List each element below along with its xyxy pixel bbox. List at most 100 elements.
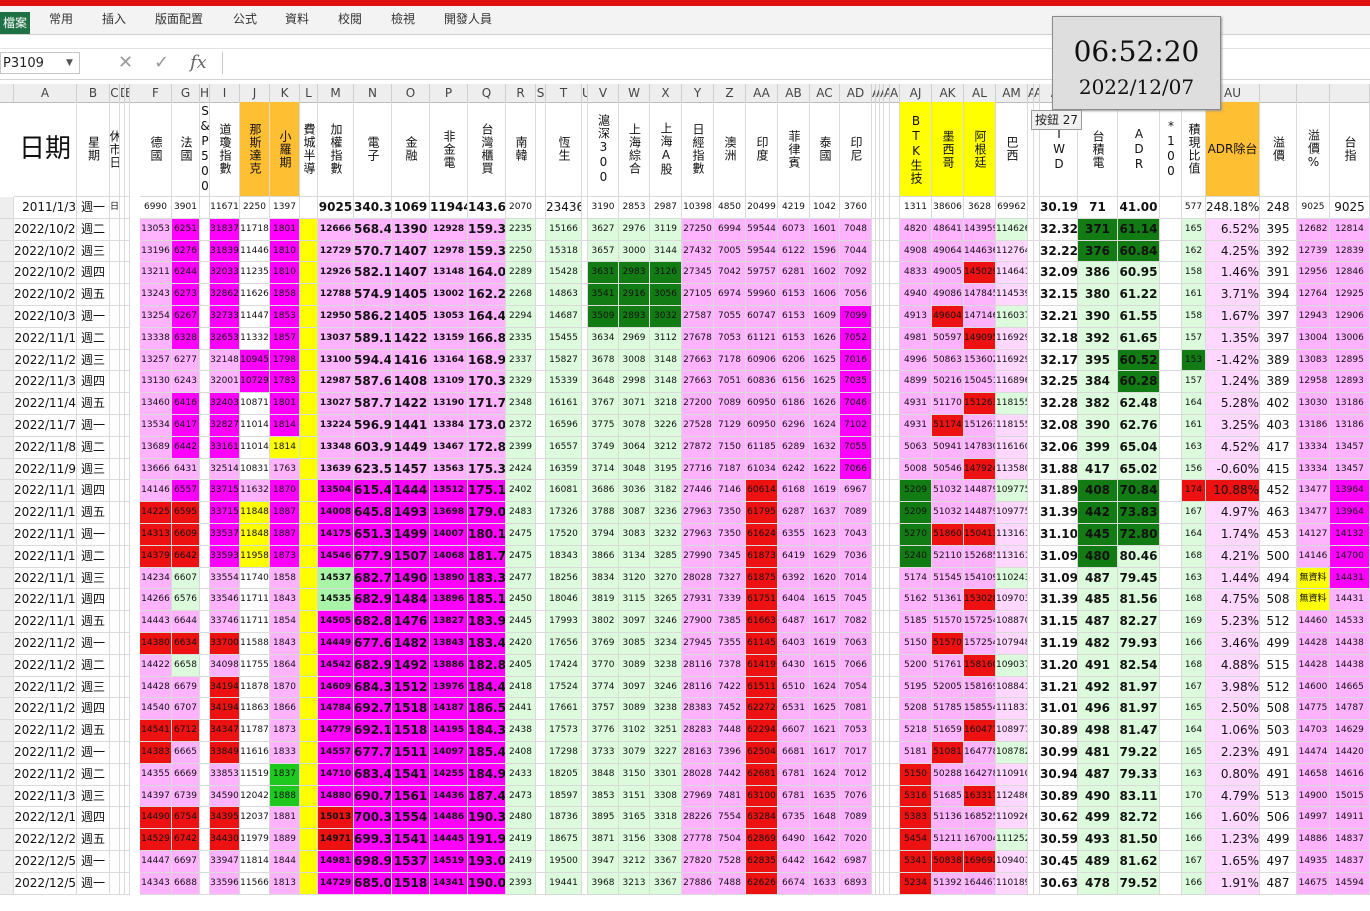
data-cell[interactable]: 16081: [546, 480, 582, 503]
data-cell[interactable]: 108782: [996, 742, 1028, 764]
data-cell[interactable]: 168: [1182, 545, 1206, 568]
data-cell[interactable]: 1.67%: [1206, 306, 1260, 328]
data-cell[interactable]: 51136: [932, 807, 964, 830]
data-cell[interactable]: 1617: [810, 742, 840, 764]
data-cell[interactable]: [876, 633, 880, 655]
data-cell[interactable]: 83.11: [1118, 785, 1160, 808]
data-cell[interactable]: [872, 284, 876, 306]
data-cell[interactable]: 2969: [619, 327, 650, 350]
data-cell[interactable]: [1028, 349, 1034, 372]
weekday-cell[interactable]: 週三: [77, 676, 110, 699]
data-cell[interactable]: [536, 393, 546, 415]
data-cell[interactable]: [1160, 742, 1182, 764]
column-header-ac[interactable]: AC: [810, 84, 840, 102]
data-cell[interactable]: 27105: [682, 284, 714, 306]
data-cell[interactable]: [1028, 829, 1034, 851]
data-cell[interactable]: 7422: [714, 676, 746, 699]
data-cell[interactable]: [884, 545, 890, 568]
data-cell[interactable]: 61.55: [1118, 306, 1160, 328]
data-cell[interactable]: 3947: [588, 851, 619, 873]
data-cell[interactable]: 13164: [430, 349, 468, 372]
data-cell[interactable]: [582, 284, 588, 306]
data-cell[interactable]: [200, 306, 210, 328]
data-cell[interactable]: 3212: [619, 851, 650, 873]
column-header-g[interactable]: G: [172, 84, 200, 102]
data-cell[interactable]: [1160, 698, 1182, 721]
data-cell[interactable]: 1408: [392, 371, 430, 394]
data-cell[interactable]: 4899: [900, 371, 932, 394]
data-cell[interactable]: 13243: [140, 284, 172, 306]
data-cell[interactable]: 無資料: [1297, 589, 1330, 612]
data-cell[interactable]: [300, 436, 318, 459]
data-cell[interactable]: 380: [1078, 284, 1118, 306]
data-cell[interactable]: 168: [1182, 654, 1206, 677]
data-cell[interactable]: 14505: [318, 611, 354, 633]
data-cell[interactable]: 32.21: [1040, 306, 1078, 328]
data-cell[interactable]: 32.22: [1040, 240, 1078, 263]
data-cell[interactable]: [872, 698, 876, 721]
data-cell[interactable]: [1028, 589, 1034, 612]
weekday-cell[interactable]: 週五: [77, 284, 110, 306]
data-cell[interactable]: [110, 654, 120, 677]
data-cell[interactable]: 485: [1078, 589, 1118, 612]
header-cell-32[interactable]: [880, 102, 884, 197]
data-cell[interactable]: 34430: [210, 829, 240, 851]
data-cell[interactable]: [884, 567, 890, 590]
data-cell[interactable]: 156: [1182, 458, 1206, 481]
data-cell[interactable]: [880, 197, 884, 219]
data-cell[interactable]: [876, 829, 880, 851]
data-cell[interactable]: 50863: [932, 349, 964, 372]
date-cell[interactable]: 2022/11/29: [14, 763, 77, 786]
data-cell[interactable]: [880, 851, 884, 873]
row-header[interactable]: [0, 371, 14, 394]
data-cell[interactable]: 5270: [900, 524, 932, 546]
data-cell[interactable]: 6.52%: [1206, 218, 1260, 241]
data-cell[interactable]: 13053: [140, 218, 172, 241]
data-cell[interactable]: [1034, 763, 1040, 786]
header-cell-0[interactable]: 日期: [14, 102, 77, 197]
header-cell-31[interactable]: [876, 102, 880, 197]
data-cell[interactable]: 487: [1260, 872, 1297, 895]
data-cell[interactable]: 6893: [840, 872, 872, 895]
data-cell[interactable]: 13843: [430, 633, 468, 655]
data-cell[interactable]: 7046: [840, 393, 872, 415]
data-cell[interactable]: 166: [1182, 872, 1206, 895]
data-cell[interactable]: [884, 480, 890, 503]
data-cell[interactable]: [872, 545, 876, 568]
data-cell[interactable]: [125, 327, 130, 350]
data-cell[interactable]: 80.46: [1118, 545, 1160, 568]
header-cell-42[interactable]: 台積電: [1078, 102, 1118, 197]
data-cell[interactable]: 586.2: [354, 306, 392, 328]
column-header-ai[interactable]: AI: [890, 84, 900, 102]
data-cell[interactable]: 1617: [810, 611, 840, 633]
data-cell[interactable]: 481: [1078, 742, 1118, 764]
data-cell[interactable]: 32862: [210, 284, 240, 306]
header-cell-39[interactable]: [1028, 102, 1034, 197]
data-cell[interactable]: 61624: [746, 524, 778, 546]
data-cell[interactable]: 14127: [1297, 524, 1330, 546]
data-cell[interactable]: 13196: [140, 240, 172, 263]
data-cell[interactable]: 27663: [682, 349, 714, 372]
data-cell[interactable]: 3308: [650, 829, 682, 851]
data-cell[interactable]: 81.97: [1118, 676, 1160, 699]
data-cell[interactable]: [125, 436, 130, 459]
data-cell[interactable]: [890, 284, 900, 306]
data-cell[interactable]: [1160, 436, 1182, 459]
data-cell[interactable]: [1034, 785, 1040, 808]
data-cell[interactable]: [536, 589, 546, 612]
data-cell[interactable]: [890, 415, 900, 437]
data-cell[interactable]: [1160, 654, 1182, 677]
data-cell[interactable]: 1619: [810, 480, 840, 503]
data-cell[interactable]: 81.47: [1118, 720, 1160, 742]
data-cell[interactable]: 7378: [714, 654, 746, 677]
data-cell[interactable]: 12042: [240, 785, 270, 808]
data-cell[interactable]: 7052: [840, 327, 872, 350]
data-cell[interactable]: 12682: [1297, 218, 1330, 241]
data-cell[interactable]: [884, 633, 890, 655]
data-cell[interactable]: 17298: [546, 742, 582, 764]
data-cell[interactable]: 3144: [650, 240, 682, 263]
data-cell[interactable]: 6153: [778, 327, 810, 350]
data-cell[interactable]: 32514: [210, 458, 240, 481]
data-cell[interactable]: 30.89: [1040, 785, 1078, 808]
data-cell[interactable]: 1635: [810, 785, 840, 808]
